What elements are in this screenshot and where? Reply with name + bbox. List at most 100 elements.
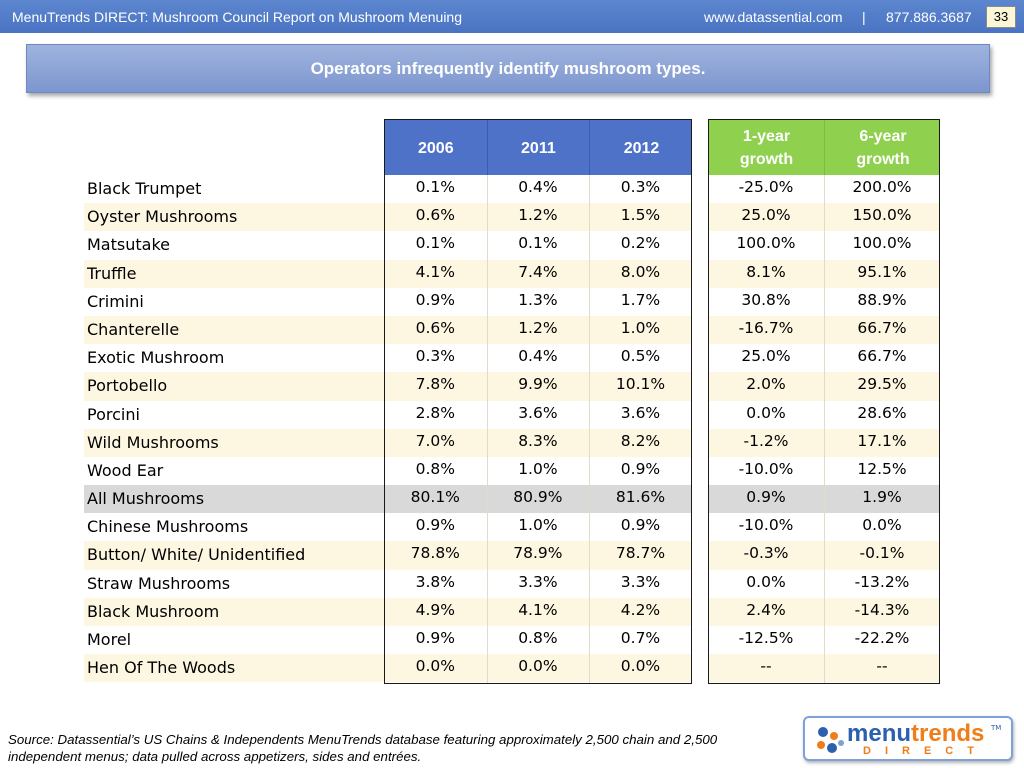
row-label: Matsutake [87, 235, 170, 255]
row-bg-label [84, 597, 384, 626]
cell-6-year-growth: 66.7% [857, 347, 907, 366]
cell-2006: 4.9% [415, 600, 455, 619]
table-body: Black Trumpet 0.1% 0.4% 0.3% -25.0% 200.0% Oys… [84, 175, 944, 683]
row-gap [692, 315, 708, 345]
cell-1-year-growth: 0.0% [746, 572, 786, 591]
cell-2011: 0.4% [518, 347, 558, 366]
cell-1-year-growth: 0.0% [746, 403, 786, 422]
cell-1-year-growth: -16.7% [738, 318, 794, 337]
row-gap [692, 569, 708, 598]
cell-6-year-growth: 28.6% [857, 403, 907, 422]
table-row: Exotic Mushroom 0.3% 0.4% 0.5% 25.0% 66.7% [84, 344, 944, 373]
table-row: Matsutake 0.1% 0.1% 0.2% 100.0% 100.0% [84, 231, 944, 260]
cell-2012: 1.0% [620, 318, 661, 337]
logo-wordmark: menutrends [847, 720, 984, 748]
row-bg-years [384, 485, 692, 514]
row-label: Portobello [87, 376, 168, 396]
row-label: Crimini [87, 291, 144, 311]
menutrends-logo: menutrends TM DIRECT [803, 716, 1013, 761]
row-bg-years [384, 372, 692, 401]
cell-2012: 0.3% [620, 178, 661, 196]
table-row: Black Mushroom 4.9% 4.1% 4.2% 2.4% -14.3% [84, 597, 944, 626]
page-number: 33 [986, 6, 1016, 28]
row-label: Exotic Mushroom [87, 348, 225, 368]
header-2012: 2012 [623, 139, 660, 157]
row-gap [692, 654, 708, 683]
cell-1-year-growth: -25.0% [738, 178, 794, 196]
row-label: Morel [87, 630, 132, 649]
header-bar: MenuTrends DIRECT: Mushroom Council Repo… [0, 0, 1024, 33]
row-gap [692, 428, 708, 457]
table-row: Wood Ear 0.8% 1.0% 0.9% -10.0% 12.5% [84, 456, 944, 486]
cell-2011: 78.9% [513, 544, 563, 563]
row-gap [692, 175, 708, 204]
cell-2006: 0.0% [415, 657, 455, 676]
table-row: All Mushrooms 80.1% 80.9% 81.6% 0.9% 1.9% [84, 485, 944, 514]
table-row: Black Trumpet 0.1% 0.4% 0.3% -25.0% 200.0% [84, 175, 944, 204]
row-bg-years [384, 315, 692, 345]
row-gap [692, 203, 708, 232]
row-gap [692, 344, 708, 373]
headline-banner: Operators infrequently identify mushroom… [26, 44, 990, 93]
cell-6-year-growth: 29.5% [857, 375, 907, 394]
cell-2012: 10.1% [615, 375, 666, 394]
header-6-year-growth-label: 6-year growth [856, 128, 910, 168]
cell-2012: 4.2% [620, 600, 661, 619]
cell-1-year-growth: 2.4% [746, 600, 786, 619]
row-bg-years [384, 259, 692, 288]
cell-6-year-growth: 17.1% [857, 431, 907, 450]
cell-2011: 80.9% [513, 488, 563, 507]
cell-2006: 3.8% [415, 572, 455, 591]
cell-2006: 4.1% [415, 262, 455, 281]
row-label: Truffle [87, 263, 137, 283]
row-bg-label [84, 428, 384, 457]
cell-2006: 0.1% [415, 178, 455, 196]
cell-2012: 0.9% [620, 516, 661, 535]
header-2011: 2011 [488, 120, 591, 176]
cell-2012: 0.2% [620, 234, 661, 253]
table-row: Wild Mushrooms 7.0% 8.3% 8.2% -1.2% 17.1% [84, 428, 944, 457]
cell-2012: 0.0% [620, 657, 661, 676]
logo-trademark: TM [991, 724, 1002, 732]
row-bg-label [84, 485, 384, 514]
row-label: Hen Of The Woods [87, 658, 236, 678]
cell-2006: 0.6% [415, 318, 455, 337]
cell-1-year-growth: -12.5% [738, 629, 794, 647]
cell-2012: 8.2% [620, 431, 661, 450]
row-bg-years [384, 203, 692, 232]
row-gap [692, 626, 708, 655]
cell-1-year-growth: 25.0% [741, 206, 791, 225]
row-label: Wood Ear [87, 460, 164, 480]
cell-2006: 2.8% [415, 403, 455, 422]
cell-2006: 0.9% [415, 290, 455, 309]
row-bg-years [384, 541, 692, 570]
cell-2012: 81.6% [615, 488, 666, 507]
logo-word-trends: trends [911, 720, 985, 747]
cell-2006: 0.8% [415, 459, 455, 478]
cell-2006: 78.8% [410, 544, 460, 563]
growth-header-group: 1-year growth 6-year growth [708, 119, 940, 176]
cell-1-year-growth: -1.2% [743, 431, 789, 450]
cell-2011: 0.8% [518, 629, 558, 647]
cell-6-year-growth: 66.7% [857, 318, 907, 337]
table-row: Hen Of The Woods 0.0% 0.0% 0.0% -- -- [84, 654, 944, 683]
cell-1-year-growth: 100.0% [736, 234, 796, 253]
cell-2011: 4.1% [518, 600, 558, 619]
cell-2006: 0.9% [415, 629, 455, 647]
cell-2011: 1.2% [518, 318, 558, 337]
cell-1-year-growth: -0.3% [743, 544, 789, 563]
cell-2006: 0.9% [415, 516, 455, 535]
table-row: Chanterelle 0.6% 1.2% 1.0% -16.7% 66.7% [84, 315, 944, 345]
row-label: Button/ White/ Unidentified [87, 545, 306, 565]
cell-2011: 3.3% [518, 572, 558, 591]
cell-2012: 3.3% [620, 572, 661, 591]
row-bg-label [84, 203, 384, 232]
header-1-year-growth-label: 1-year growth [739, 128, 794, 168]
website-link[interactable]: www.datassential.com [704, 9, 843, 25]
row-gap [692, 485, 708, 514]
row-gap [692, 513, 708, 542]
row-label: Black Mushroom [87, 601, 220, 621]
cell-6-year-growth: -14.3% [854, 600, 910, 619]
header-2006: 2006 [385, 120, 488, 176]
row-gap [692, 597, 708, 626]
